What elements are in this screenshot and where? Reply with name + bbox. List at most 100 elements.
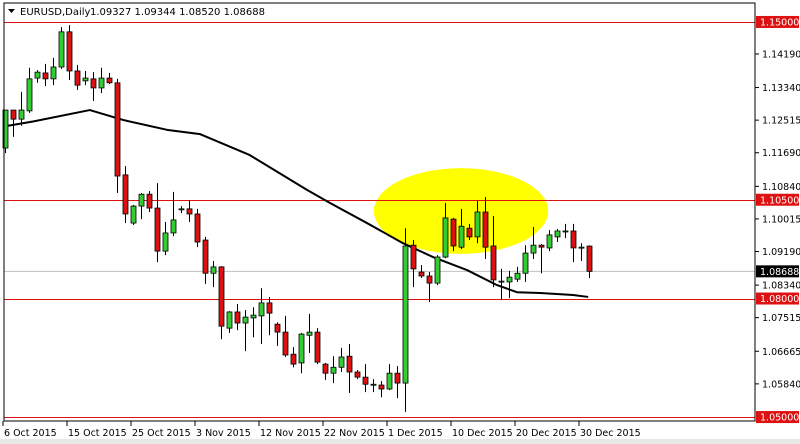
candle xyxy=(562,223,569,239)
price-tick-label: 1.13340 xyxy=(762,83,800,94)
bullish-candle-body xyxy=(18,109,25,120)
candle xyxy=(386,364,393,391)
candle xyxy=(378,381,385,398)
bearish-candle-body xyxy=(418,271,425,277)
time-axis[interactable]: 6 Oct 2015 15 Oct 2015 25 Oct 2015 3 Nov 20… xyxy=(2,421,641,439)
candle xyxy=(98,67,105,94)
candle xyxy=(154,183,161,263)
bullish-candle-body xyxy=(386,372,393,390)
level-price-badge xyxy=(756,15,799,28)
level-price-badge xyxy=(756,292,799,305)
price-axis[interactable]: 1.14190 1.13340 1.12515 1.11690 1.10840 1.100… xyxy=(755,15,800,424)
candle xyxy=(42,63,49,86)
candle xyxy=(66,25,73,81)
level-price-label: 1.10500 xyxy=(760,195,799,206)
candle xyxy=(58,27,65,69)
bullish-candle-body xyxy=(434,256,441,284)
dropdown-triangle-icon[interactable] xyxy=(8,9,15,13)
bearish-candle-body xyxy=(282,331,289,356)
bearish-candle-body xyxy=(362,376,369,385)
candle xyxy=(362,364,369,393)
bullish-candle-body xyxy=(26,78,33,112)
candle xyxy=(314,328,321,365)
bullish-candle-body xyxy=(578,246,585,249)
time-tick-label: 15 Oct 2015 xyxy=(68,428,127,439)
candle xyxy=(450,217,457,252)
candle xyxy=(50,57,57,86)
candle xyxy=(522,245,529,282)
bearish-candle-body xyxy=(274,323,281,333)
bearish-candle-body xyxy=(538,244,545,248)
bullish-candle-body xyxy=(474,211,481,238)
bullish-candle-body xyxy=(546,234,553,249)
bullish-candle-body xyxy=(226,311,233,329)
bearish-candle-body xyxy=(194,213,201,243)
candles-layer xyxy=(2,25,593,412)
candle xyxy=(514,266,521,282)
bearish-candle-body xyxy=(66,31,73,72)
candle xyxy=(442,202,449,259)
candle xyxy=(586,245,593,278)
candle xyxy=(498,268,505,301)
bullish-candle-body xyxy=(458,225,465,248)
current-price-badge xyxy=(756,265,799,278)
bullish-candle-body xyxy=(498,280,505,283)
price-tick-label: 1.10840 xyxy=(762,182,800,193)
candle xyxy=(474,200,481,244)
candle xyxy=(506,270,513,299)
time-tick-label: 30 Dec 2015 xyxy=(580,428,641,439)
candle xyxy=(170,191,177,237)
bullish-candle-body xyxy=(562,230,569,233)
candle xyxy=(322,362,329,380)
highlight-ellipse[interactable] xyxy=(373,168,549,254)
bearish-candle-body xyxy=(266,302,273,314)
bearish-candle-body xyxy=(394,372,401,384)
candle xyxy=(90,72,97,101)
bullish-candle-body xyxy=(50,66,57,80)
candle xyxy=(114,78,121,194)
price-tick-label: 1.05840 xyxy=(762,379,800,390)
bullish-candle-body xyxy=(258,302,265,317)
bearish-candle-body xyxy=(106,77,113,84)
candle xyxy=(242,309,249,352)
bullish-candle-body xyxy=(554,230,561,238)
bullish-candle-body xyxy=(98,77,105,89)
bullish-candle-body xyxy=(34,71,41,79)
bullish-candle-body xyxy=(370,383,377,386)
price-tick-label: 1.07515 xyxy=(762,313,800,324)
candle xyxy=(298,332,305,374)
candle xyxy=(570,223,577,263)
bearish-candle-body xyxy=(42,72,49,80)
bullish-candle-body xyxy=(506,276,513,283)
candle xyxy=(346,343,353,393)
bearish-candle-body xyxy=(490,245,497,281)
chart-header: EURUSD,Daily 1.09327 1.09344 1.08520 1.0… xyxy=(8,7,265,18)
bullish-candle-body xyxy=(162,232,169,252)
ohlc-readout: 1.09327 1.09344 1.08520 1.08688 xyxy=(90,7,265,18)
bullish-candle-body xyxy=(170,219,177,234)
candle xyxy=(354,370,361,380)
candle xyxy=(370,379,377,393)
window-bottom-edge xyxy=(0,439,800,444)
bearish-candle-body xyxy=(90,78,97,89)
bearish-candle-body xyxy=(146,193,153,209)
candle xyxy=(330,356,337,384)
bearish-candle-body xyxy=(450,218,457,247)
candle xyxy=(122,166,129,224)
candle xyxy=(546,230,553,252)
candle xyxy=(210,260,217,288)
symbol-label: EURUSD,Daily xyxy=(20,7,91,18)
bullish-candle-body xyxy=(58,31,65,68)
time-tick-label: 25 Oct 2015 xyxy=(132,428,191,439)
bullish-candle-body xyxy=(138,193,145,207)
candle xyxy=(290,347,297,368)
candle xyxy=(402,228,409,412)
candle xyxy=(218,266,225,340)
candle xyxy=(194,208,201,248)
candle xyxy=(306,313,313,354)
bullish-candle-body xyxy=(442,217,449,258)
candle xyxy=(338,347,345,373)
time-tick-label: 6 Oct 2015 xyxy=(4,428,57,439)
candle xyxy=(466,223,473,241)
